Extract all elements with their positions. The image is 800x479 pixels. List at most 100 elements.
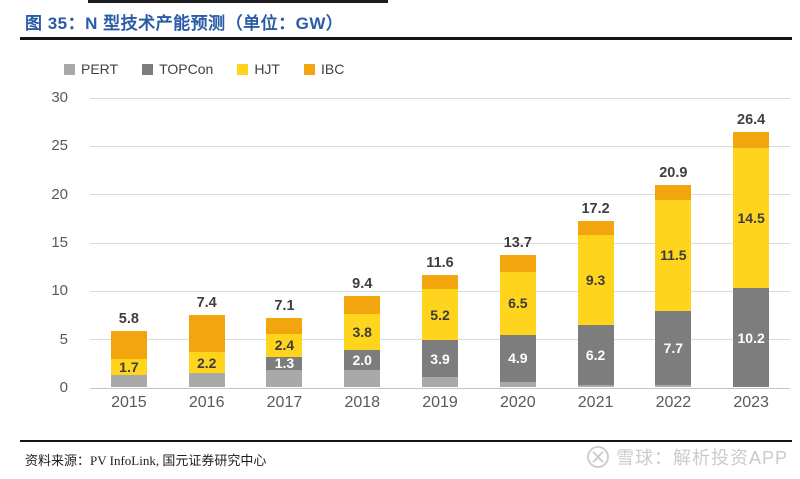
bar-segment-ibc-2015 (110, 330, 147, 359)
y-tick-label-0: 0 (59, 379, 68, 396)
segment-value-label: 5.2 (430, 306, 450, 323)
figure-title: 图 35：N 型技术产能预测（单位：GW） (25, 14, 344, 33)
bar-column-2019: 3.9 5.2 11.6 (401, 98, 479, 388)
bar-column-2017: 1.3 2.4 7.1 (246, 98, 324, 388)
source-line: 资料来源：PV InfoLink, 国元证券研究中心 (25, 453, 267, 468)
legend-label: HJT (254, 61, 280, 77)
gridline-30 (90, 97, 790, 99)
bar-segment-topcon-2019: 3.9 (422, 339, 459, 378)
bar-segment-topcon-2017: 1.3 (266, 355, 303, 372)
x-tick-label-2017: 2017 (266, 394, 303, 411)
gridline-20 (90, 194, 790, 196)
bar-segment-ibc-2017 (266, 318, 303, 334)
bar-segment-hjt-2016: 2.2 (188, 352, 225, 374)
x-tick-label-2021: 2021 (577, 394, 614, 411)
bar-segment-topcon-2022: 7.7 (655, 310, 692, 386)
bar-column-2023: 10.2 14.5 26.4 (712, 98, 790, 388)
bar-2022: 7.7 11.5 (655, 185, 692, 387)
x-tick-label-2015: 2015 (111, 394, 147, 411)
segment-value-label: 9.3 (585, 272, 606, 289)
x-tick-label-2016: 2016 (188, 394, 225, 411)
chart-legend: PERT TOPCon HJT IBC (64, 61, 368, 77)
segment-value-label: 3.8 (352, 323, 372, 340)
bar-segment-pert-2016 (188, 373, 225, 387)
legend-item-topcon: TOPCon (142, 61, 213, 77)
bar-total-label-2022: 20.9 (659, 164, 688, 181)
bar-segment-hjt-2021: 9.3 (577, 235, 614, 326)
bar-segment-ibc-2023 (733, 131, 770, 149)
bar-segment-topcon-2020: 4.9 (499, 334, 536, 383)
bar-2021: 6.2 9.3 (577, 220, 614, 387)
bar-total-label-2021: 17.2 (581, 200, 610, 217)
bar-segment-hjt-2019: 5.2 (422, 289, 459, 340)
gridline-25 (90, 145, 790, 147)
bar-total-label-2017: 7.1 (274, 298, 295, 315)
xueqiu-logo-icon (587, 446, 609, 468)
bar-2023: 10.2 14.5 (733, 131, 770, 387)
bar-2019: 3.9 5.2 (422, 274, 459, 387)
bar-segment-ibc-2022 (655, 185, 692, 200)
y-tick-label-30: 30 (51, 89, 68, 106)
segment-value-label: 2.4 (274, 337, 295, 354)
bar-segment-hjt-2020: 6.5 (499, 271, 536, 335)
bar-segment-pert-2021 (577, 385, 614, 387)
bar-segment-pert-2015 (110, 375, 147, 387)
bar-segment-hjt-2022: 11.5 (655, 199, 692, 311)
bar-2015: 1.7 (110, 330, 147, 387)
segment-value-label: 7.7 (663, 339, 684, 356)
legend-item-pert: PERT (64, 61, 118, 77)
y-tick-label-25: 25 (51, 137, 68, 155)
segment-value-label: 1.7 (119, 359, 139, 376)
plot-area: 1.7 5.8 2.2 7.4 1.3 2.4 7.1 2.0 3.8 9.4 3.9 5.2 11.6… (90, 97, 790, 389)
bar-columns: 1.7 5.8 2.2 7.4 1.3 2.4 7.1 2.0 3.8 9.4 3.9 5.2 11.6… (90, 98, 790, 388)
legend-item-ibc: IBC (303, 61, 344, 77)
gridline-0 (90, 387, 790, 389)
bar-segment-pert-2020 (499, 382, 536, 387)
legend-swatch-pert (64, 63, 75, 75)
footer-rule (20, 440, 792, 442)
bar-total-label-2016: 7.4 (196, 295, 217, 312)
bar-segment-ibc-2020 (499, 254, 536, 272)
bar-segment-hjt-2017: 2.4 (266, 333, 303, 358)
y-tick-label-5: 5 (59, 330, 68, 348)
bar-total-label-2023: 26.4 (737, 111, 766, 128)
legend-item-hjt: HJT (237, 61, 280, 77)
bar-column-2018: 2.0 3.8 9.4 (323, 98, 401, 388)
bar-segment-pert-2022 (655, 385, 692, 387)
bar-segment-hjt-2023: 14.5 (733, 148, 770, 289)
segment-value-label: 11.5 (660, 247, 687, 264)
x-axis: 2015 2016 2017 2018 2019 2020 2021 2022 2023 (90, 394, 790, 412)
bar-column-2021: 6.2 9.3 17.2 (557, 98, 635, 388)
segment-value-label: 10.2 (737, 329, 765, 346)
bar-segment-hjt-2018: 3.8 (344, 313, 381, 351)
segment-value-label: 6.5 (508, 295, 528, 312)
bar-2018: 2.0 3.8 (344, 296, 381, 387)
segment-value-label: 1.3 (274, 355, 295, 372)
top-border-fragment (88, 0, 388, 3)
bar-segment-ibc-2016 (188, 315, 225, 353)
bar-segment-pert-2018 (344, 369, 381, 387)
segment-value-label: 3.9 (430, 350, 450, 367)
legend-swatch-ibc (303, 63, 315, 75)
bar-total-label-2018: 9.4 (352, 276, 373, 293)
y-tick-label-10: 10 (51, 282, 68, 300)
bar-segment-pert-2017 (266, 369, 303, 387)
legend-label: PERT (81, 61, 119, 77)
bar-total-label-2015: 5.8 (118, 310, 139, 327)
y-axis: 0 5 10 15 20 25 30 (0, 89, 78, 396)
bar-total-label-2020: 13.7 (503, 234, 532, 251)
y-tick-label-15: 15 (51, 234, 68, 251)
bar-segment-ibc-2018 (344, 296, 381, 314)
bar-segment-pert-2019 (422, 377, 459, 387)
bar-segment-ibc-2019 (422, 274, 459, 290)
bar-segment-topcon-2023: 10.2 (733, 288, 770, 387)
bar-column-2015: 1.7 5.8 (90, 98, 168, 388)
y-tick-label-20: 20 (51, 185, 68, 203)
bar-column-2016: 2.2 7.4 (168, 98, 246, 388)
x-tick-label-2018: 2018 (344, 394, 381, 411)
watermark: 雪球：解析投资APP (586, 444, 788, 470)
legend-swatch-hjt (237, 63, 249, 75)
bar-segment-topcon-2021: 6.2 (577, 325, 614, 386)
segment-value-label: 2.0 (352, 351, 372, 368)
x-tick-label-2022: 2022 (655, 394, 692, 411)
